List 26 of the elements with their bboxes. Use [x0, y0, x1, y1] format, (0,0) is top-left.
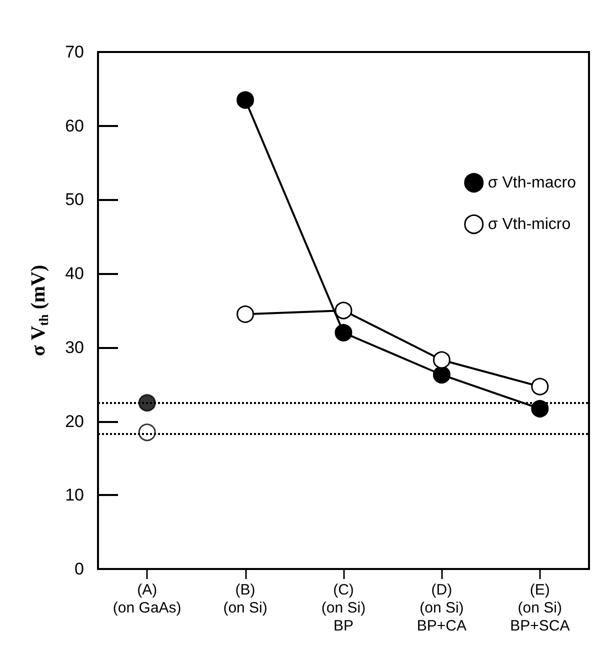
y-tick-label: 50 [65, 190, 84, 210]
y-axis-title: σ Vth (mV) [28, 264, 51, 356]
x-tick-label: (E) (on Si) BP+SCA [510, 582, 570, 634]
legend-label: σ Vth-macro [488, 174, 576, 192]
y-tick-label: 30 [65, 338, 84, 357]
x-tick-label: (D) (on Si) BP+CA [416, 582, 467, 634]
y-tick-label: 40 [65, 264, 84, 284]
point [236, 91, 254, 109]
point [236, 305, 254, 323]
y-tick-label: 0 [74, 560, 84, 578]
point [334, 324, 352, 342]
x-tick-label: (A) (on GaAs) [112, 582, 182, 616]
point [531, 400, 549, 418]
point [432, 366, 450, 384]
point [138, 424, 156, 442]
x-tick-label: (B) (on Si) [223, 582, 268, 616]
y-tick-label: 10 [65, 486, 84, 505]
y-tick-label: 70 [65, 42, 84, 62]
y-tick-label: 60 [65, 116, 84, 136]
x-tick-label: (C) (on Si) BP [321, 582, 366, 634]
point [138, 394, 156, 412]
point [432, 351, 450, 369]
point [334, 302, 352, 320]
point [531, 378, 549, 396]
legend-label: σ Vth-micro [488, 216, 571, 233]
y-tick-label: 20 [65, 412, 84, 431]
